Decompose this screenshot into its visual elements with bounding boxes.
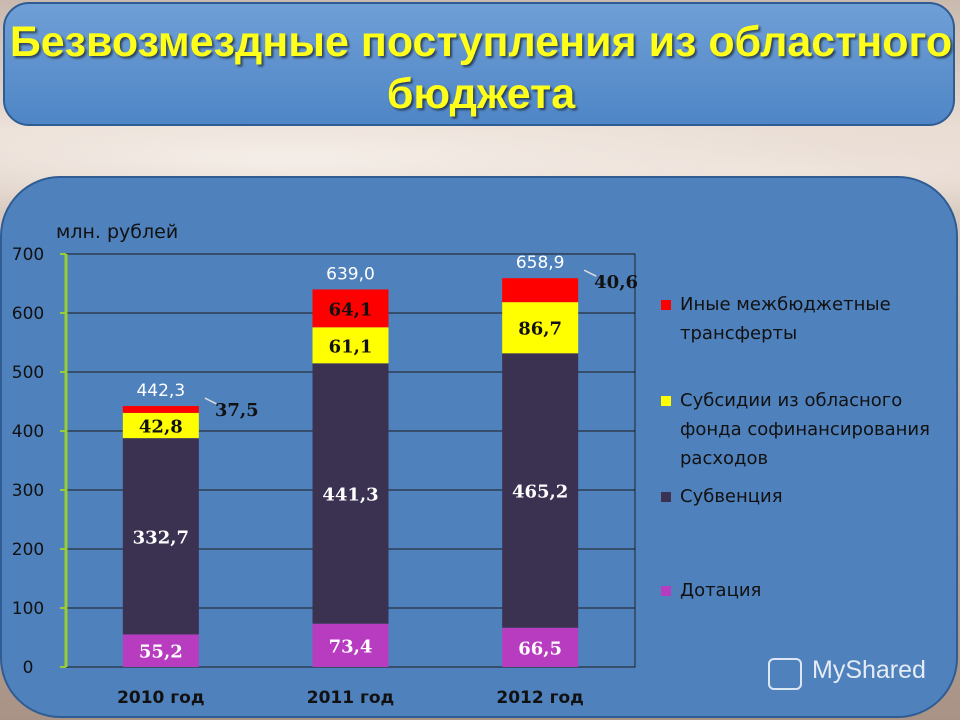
y-tick-label: 100 [12, 599, 44, 619]
total-label: 442,3 [136, 381, 185, 401]
bar-segment [312, 623, 389, 667]
legend-swatch [661, 586, 671, 596]
data-label: 66,5 [518, 638, 562, 659]
data-label: 332,7 [133, 527, 189, 548]
y-tick-label: 300 [12, 481, 44, 501]
bar-segment [312, 289, 389, 328]
legend-label-line: Субсидии из обласного [680, 390, 903, 411]
y-tick-label: 0 [23, 658, 34, 678]
legend-label: Дотация [680, 576, 960, 605]
legend-swatch [661, 300, 671, 310]
myshared-logo-icon [768, 658, 802, 690]
bar-segment [502, 302, 579, 354]
unit-label: млн. рублей [56, 221, 179, 243]
data-label: 64,1 [329, 299, 373, 320]
bar-segment [502, 353, 579, 628]
data-label: 61,1 [329, 336, 373, 357]
bar-segment [502, 278, 579, 303]
y-tick-label: 200 [12, 540, 44, 560]
bar-segment [122, 406, 199, 413]
x-tick-label: 2011 год [307, 688, 395, 708]
bar-segment [312, 363, 389, 624]
bar-segment [122, 412, 199, 439]
y-tick-label: 700 [12, 245, 44, 265]
legend-label-line: Субвенция [680, 486, 783, 507]
bar-segment [122, 438, 199, 635]
leader-arrow [583, 269, 597, 277]
data-label: 55,2 [139, 642, 183, 663]
legend-swatch [661, 492, 671, 502]
bar-segment [312, 327, 389, 364]
data-label: 441,3 [322, 485, 378, 506]
watermark-text: MyShared [812, 656, 926, 684]
title-banner: Безвозмездные поступления из областного … [3, 2, 955, 126]
bar-segment [502, 627, 579, 667]
leader-arrow [204, 397, 218, 405]
y-tick-label: 600 [12, 304, 44, 324]
legend-label-line: Иные межбюджетные [680, 294, 891, 315]
y-tick-label: 500 [12, 363, 44, 383]
legend-label: Субсидии из обласного фонда софинансирова… [680, 386, 960, 473]
total-label: 639,0 [326, 264, 375, 284]
legend-swatch [661, 396, 671, 406]
y-tick-label: 400 [12, 422, 44, 442]
total-label: 658,9 [516, 253, 565, 273]
x-tick-label: 2010 год [117, 688, 205, 708]
slide-title: Безвозмездные поступления из областного … [9, 18, 953, 118]
legend-label-line: трансферты [680, 323, 798, 344]
legend-label-line: расходов [680, 448, 769, 469]
legend-label-line: Дотация [680, 580, 762, 601]
data-label: 37,5 [215, 400, 259, 421]
data-label: 86,7 [518, 319, 562, 340]
data-label: 465,2 [512, 482, 568, 503]
legend-label-line: фонда софинансирования [680, 419, 930, 440]
bar-segment [122, 634, 199, 667]
watermark: MyShared [768, 656, 926, 685]
x-tick-label: 2012 год [496, 688, 584, 708]
legend-label: Иные межбюджетные трансферты [680, 290, 960, 348]
data-label: 40,6 [594, 272, 638, 293]
data-label: 73,4 [329, 636, 373, 657]
legend-label: Субвенция [680, 482, 960, 511]
data-label: 42,8 [139, 417, 183, 438]
